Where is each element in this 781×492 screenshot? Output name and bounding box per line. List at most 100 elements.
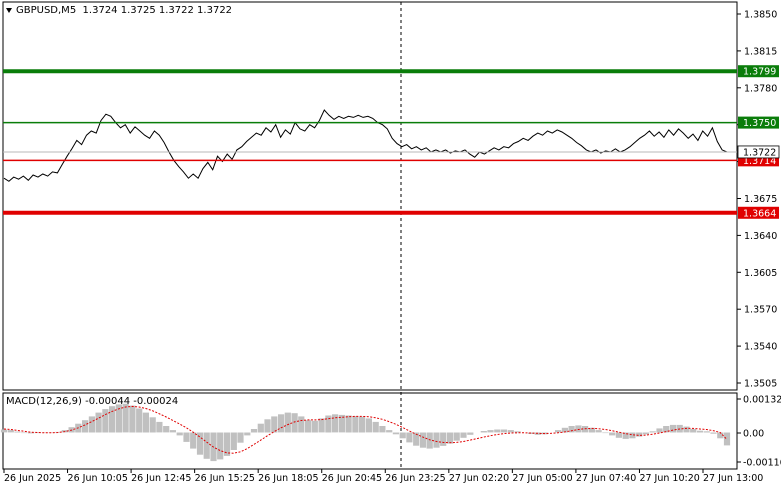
macd-histogram-bar <box>447 433 453 444</box>
macd-histogram-bar <box>96 413 102 433</box>
macd-histogram-bar <box>650 431 656 432</box>
x-axis-tick-label: 27 Jun 13:00 <box>703 473 763 484</box>
macd-histogram-bar <box>298 416 304 432</box>
x-axis-tick-label: 26 Jun 23:25 <box>385 473 445 484</box>
macd-histogram-bar <box>433 433 439 448</box>
macd-histogram-bar <box>123 404 129 433</box>
macd-histogram-bar <box>555 430 561 432</box>
y-axis-tick-label: 1.3850 <box>744 10 777 21</box>
macd-histogram-bar <box>197 433 203 455</box>
macd-histogram-bar <box>467 433 473 435</box>
macd-histogram-bar <box>481 431 487 433</box>
macd-histogram-bar <box>244 433 250 436</box>
macd-histogram-bar <box>109 406 115 432</box>
macd-histogram-bar <box>217 433 223 460</box>
x-axis-tick-label: 26 Jun 18:05 <box>258 473 318 484</box>
macd-histogram-bar <box>494 430 500 433</box>
macd-histogram-bar <box>643 433 649 435</box>
level-price-label: 1.3750 <box>743 118 776 129</box>
macd-histogram-bar <box>616 433 622 438</box>
macd-histogram-bar <box>690 429 696 433</box>
macd-histogram-bar <box>325 416 331 433</box>
macd-histogram-bar <box>359 417 365 433</box>
macd-histogram-bar <box>1 430 7 433</box>
x-axis-tick-label: 27 Jun 10:20 <box>639 473 699 484</box>
macd-histogram-bar <box>373 422 379 433</box>
macd-histogram-bar <box>501 430 507 433</box>
macd-histogram-bar <box>460 433 466 438</box>
x-axis-tick-label: 26 Jun 15:25 <box>195 473 255 484</box>
macd-indicator-label: MACD(12,26,9) -0.00044 -0.00024 <box>6 396 178 407</box>
macd-histogram-bar <box>177 433 183 436</box>
macd-histogram-bar <box>393 433 399 435</box>
triangle-down-icon[interactable] <box>6 8 12 13</box>
macd-y-axis-tick-label: 0.00132 <box>743 395 781 406</box>
x-axis-tick-label: 27 Jun 02:20 <box>449 473 509 484</box>
macd-y-axis-tick-label: -0.00116 <box>743 458 781 469</box>
macd-histogram-bar <box>163 426 169 432</box>
x-axis-tick-label: 26 Jun 10:05 <box>68 473 128 484</box>
macd-histogram-bar <box>427 433 433 449</box>
y-axis-tick-label: 1.3780 <box>744 83 777 94</box>
macd-histogram-bar <box>14 432 20 433</box>
macd-histogram-bar <box>292 413 298 432</box>
macd-histogram-bar <box>237 433 243 443</box>
macd-histogram-bar <box>312 421 318 433</box>
macd-histogram-bar <box>724 433 730 446</box>
macd-histogram-bar <box>21 433 27 434</box>
macd-histogram-bar <box>487 430 493 432</box>
x-axis-tick-label: 27 Jun 07:40 <box>576 473 636 484</box>
macd-histogram-bar <box>569 426 575 432</box>
macd-histogram-bar <box>278 414 284 432</box>
macd-histogram-bar <box>420 433 426 448</box>
macd-histogram-bar <box>156 422 162 433</box>
macd-histogram-bar <box>319 418 325 432</box>
macd-histogram-bar <box>190 433 196 449</box>
macd-histogram-bar <box>285 413 291 433</box>
symbol-header: GBPUSD,M5 1.3724 1.3725 1.3722 1.3722 <box>6 5 232 16</box>
macd-histogram-bar <box>346 416 352 433</box>
y-axis-tick-label: 1.3675 <box>744 194 777 205</box>
macd-histogram-bar <box>271 416 277 432</box>
macd-histogram-bar <box>454 433 460 441</box>
macd-histogram-bar <box>231 433 237 451</box>
y-axis-tick-label: 1.3540 <box>744 342 777 353</box>
macd-y-axis-tick-label: 0.00 <box>743 429 764 440</box>
macd-histogram-bar <box>366 418 372 432</box>
y-axis-tick-label: 1.3815 <box>744 46 777 57</box>
macd-histogram-bar <box>170 430 176 432</box>
macd-histogram-bar <box>204 433 210 459</box>
y-axis-tick-label: 1.3640 <box>744 231 777 242</box>
macd-histogram-bar <box>400 433 406 439</box>
y-axis-tick-label: 1.3570 <box>744 305 777 316</box>
x-axis-tick-label: 26 Jun 2025 <box>4 473 61 484</box>
macd-histogram-bar <box>704 431 710 432</box>
macd-histogram-bar <box>82 420 88 432</box>
macd-histogram-bar <box>670 425 676 433</box>
macd-histogram-bar <box>305 420 311 432</box>
macd-histogram-bar <box>8 430 14 432</box>
macd-histogram-bar <box>264 419 270 432</box>
macd-histogram-bar <box>575 425 581 432</box>
macd-histogram-bar <box>508 430 514 432</box>
ohlc-label: 1.3724 1.3725 1.3722 1.3722 <box>83 5 233 16</box>
macd-histogram-bar <box>258 424 264 433</box>
macd-histogram-bar <box>251 429 257 433</box>
macd-histogram-bar <box>379 426 385 432</box>
level-price-label: 1.3664 <box>743 208 776 219</box>
macd-histogram-bar <box>697 431 703 433</box>
macd-histogram-bar <box>602 433 608 434</box>
macd-histogram-bar <box>386 430 392 432</box>
macd-histogram-bar <box>710 433 716 434</box>
macd-histogram-bar <box>102 409 108 432</box>
y-axis-tick-label: 1.3605 <box>744 268 777 279</box>
macd-histogram-bar <box>352 416 358 432</box>
x-axis-tick-label: 26 Jun 12:45 <box>131 473 191 484</box>
macd-histogram-bar <box>150 417 156 432</box>
macd-histogram-bar <box>332 414 338 432</box>
level-price-label: 1.3799 <box>743 67 776 78</box>
macd-histogram-bar <box>596 430 602 432</box>
x-axis-tick-label: 26 Jun 20:45 <box>322 473 382 484</box>
